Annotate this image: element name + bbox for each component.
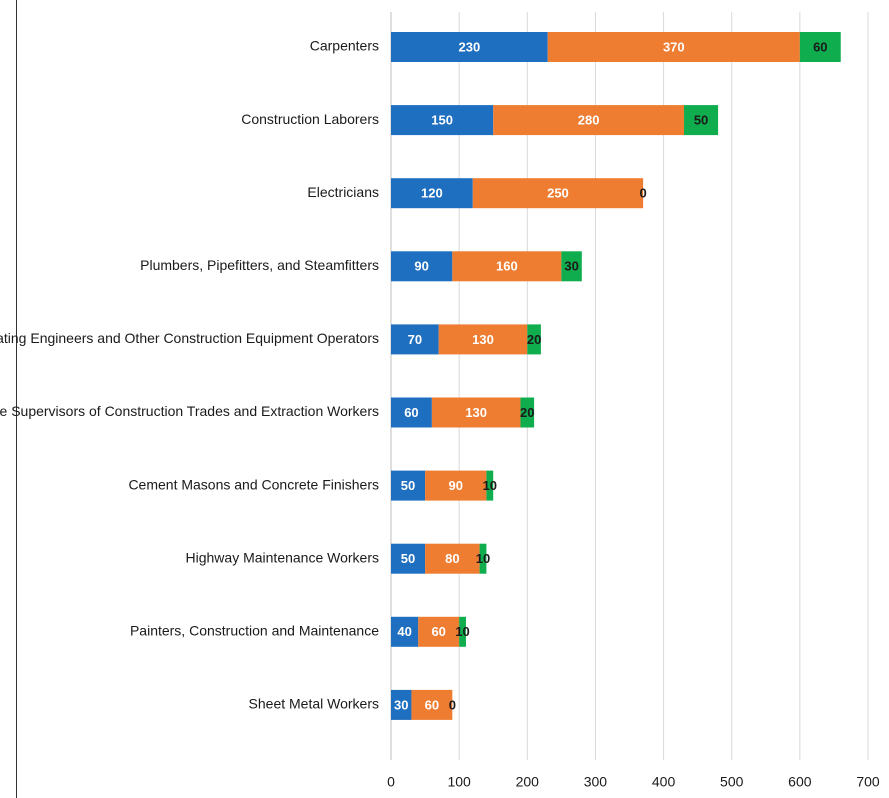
bar-segment xyxy=(418,616,460,647)
bar-value-label: 370 xyxy=(663,39,685,54)
bar-value-label: 20 xyxy=(527,332,541,347)
bar-segment xyxy=(799,32,841,62)
category-label: Sheet Metal Workers xyxy=(249,696,379,712)
bar-segment xyxy=(486,470,494,501)
bar-segment xyxy=(479,543,487,574)
bar-segment xyxy=(391,616,419,647)
x-tick-label: 200 xyxy=(516,774,540,790)
bar-segment xyxy=(391,32,548,62)
bar-value-label: 10 xyxy=(483,478,497,493)
bar-value-label: 160 xyxy=(496,259,518,274)
bar-value-label: 10 xyxy=(455,624,469,639)
bar-value-label: 150 xyxy=(431,113,453,128)
bar-segment xyxy=(438,324,528,355)
bar-value-label: 0 xyxy=(640,186,647,201)
bar-value-label: 90 xyxy=(449,478,463,493)
bar-value-label: 40 xyxy=(397,624,411,639)
bar-value-label: 70 xyxy=(408,332,422,347)
bar-segment xyxy=(391,324,439,355)
bar-value-label: 90 xyxy=(414,259,428,274)
bar-value-label: 30 xyxy=(394,697,408,712)
bar-segment xyxy=(472,178,644,209)
x-axis-tick-labels: 0 100 200 300 400 500 600 700 xyxy=(387,774,880,790)
bar-value-label: 80 xyxy=(445,551,459,566)
x-tick-label: 700 xyxy=(856,774,880,790)
bar-value-label: 280 xyxy=(578,113,600,128)
bar-value-label: 130 xyxy=(472,332,494,347)
category-label: Electricians xyxy=(307,184,379,200)
bar-segment xyxy=(684,105,719,136)
bar-value-label: 50 xyxy=(694,113,708,128)
x-tick-label: 600 xyxy=(788,774,812,790)
bar-segment xyxy=(391,397,432,428)
bar-value-label: 60 xyxy=(425,697,439,712)
bar-segment xyxy=(561,251,582,282)
bar-segment xyxy=(391,105,494,136)
bar-segment xyxy=(431,397,521,428)
bar-segment xyxy=(527,324,541,355)
bar-value-label: 60 xyxy=(431,624,445,639)
bar-value-label: 60 xyxy=(404,405,418,420)
bar-value-label: 130 xyxy=(465,405,487,420)
bar-segment xyxy=(425,543,480,574)
x-tick-label: 100 xyxy=(447,774,471,790)
bar-value-label: 120 xyxy=(421,186,443,201)
category-label: First-Line Supervisors of Construction T… xyxy=(0,403,379,419)
bar-segment xyxy=(391,543,426,574)
x-tick-label: 300 xyxy=(584,774,608,790)
bar-value-label: 30 xyxy=(564,259,578,274)
category-label: Highway Maintenance Workers xyxy=(186,549,380,565)
category-label: Painters, Construction and Maintenance xyxy=(130,623,379,639)
bar-segment xyxy=(391,470,426,501)
bar-value-label: 0 xyxy=(449,697,456,712)
bar-segment xyxy=(391,251,453,282)
bar-value-label: 10 xyxy=(476,551,490,566)
gridlines xyxy=(390,12,869,760)
x-tick-label: 500 xyxy=(720,774,744,790)
category-label: Operating Engineers and Other Constructi… xyxy=(0,330,379,346)
bar-value-label: 50 xyxy=(401,551,415,566)
bar-segment xyxy=(547,32,800,62)
x-tick-label: 0 xyxy=(387,774,395,790)
bar-segment xyxy=(411,689,453,720)
bar-value-label: 50 xyxy=(401,478,415,493)
bar-segment xyxy=(520,397,535,428)
bars: 230 370 60 150 280 50 120 250 0 90 160 30 70 130 20 60 1… xyxy=(391,32,841,720)
x-tick-label: 400 xyxy=(652,774,676,790)
category-label: Construction Laborers xyxy=(241,111,379,127)
bar-segment xyxy=(425,470,487,501)
bar-segment xyxy=(391,689,412,720)
bar-value-label: 20 xyxy=(520,405,534,420)
bar-segment xyxy=(452,251,562,282)
category-label: Plumbers, Pipefitters, and Steamfitters xyxy=(140,257,379,273)
bar-value-label: 60 xyxy=(813,39,827,54)
bar-segment xyxy=(493,105,685,136)
category-labels: Carpenters Construction Laborers Electrici… xyxy=(0,38,379,712)
bar-segment xyxy=(391,178,473,209)
bar-segment xyxy=(459,616,466,647)
category-label: Carpenters xyxy=(310,38,379,54)
category-label: Cement Masons and Concrete Finishers xyxy=(128,476,379,492)
bar-value-label: 250 xyxy=(547,186,569,201)
bar-value-label: 230 xyxy=(459,39,481,54)
